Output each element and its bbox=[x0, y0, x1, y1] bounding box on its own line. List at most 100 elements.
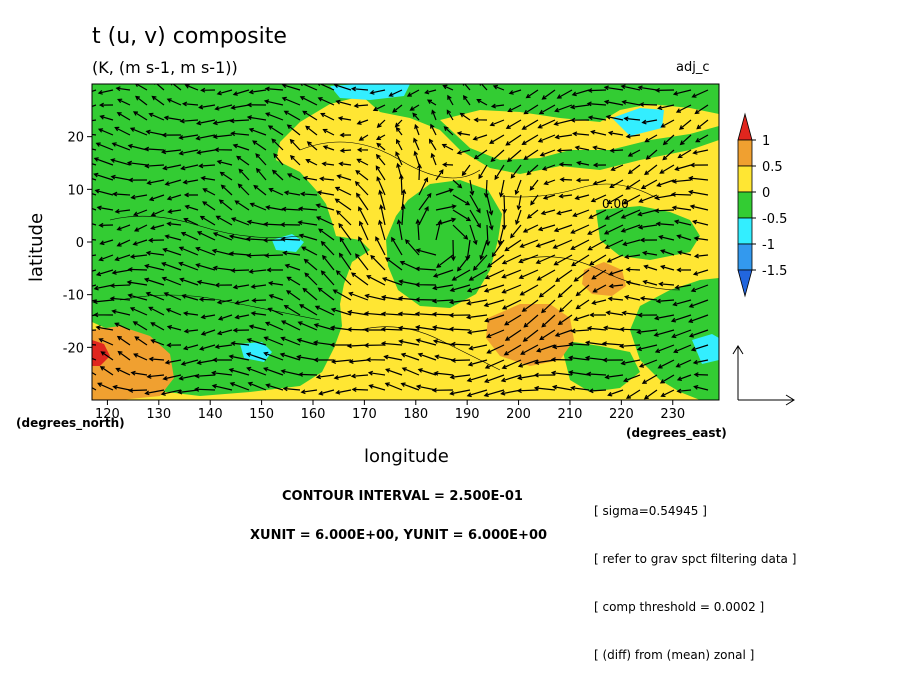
wind-arrow bbox=[263, 336, 284, 346]
wind-arrow bbox=[592, 284, 607, 293]
wind-arrow bbox=[538, 284, 556, 298]
wind-arrow bbox=[265, 112, 284, 121]
wind-arrow bbox=[568, 370, 590, 376]
wind-arrow bbox=[300, 389, 318, 395]
wind-arrow bbox=[619, 326, 641, 332]
wind-arrow bbox=[693, 253, 709, 259]
wind-arrow bbox=[195, 119, 216, 126]
wind-arrow bbox=[637, 224, 658, 230]
wind-arrow bbox=[486, 344, 505, 354]
wind-arrow bbox=[415, 218, 421, 241]
wind-arrow bbox=[522, 224, 539, 233]
wind-arrow bbox=[557, 314, 573, 326]
wind-arrow bbox=[150, 224, 165, 230]
wind-arrow bbox=[356, 158, 369, 166]
wind-arrow bbox=[622, 194, 641, 205]
x-tick-label: 120 bbox=[95, 407, 120, 422]
wind-arrow bbox=[637, 209, 658, 217]
wind-arrow bbox=[335, 389, 352, 395]
wind-arrow bbox=[92, 371, 97, 376]
wind-arrow bbox=[116, 112, 131, 121]
x-tick-label: 140 bbox=[198, 407, 223, 422]
wind-arrow bbox=[298, 233, 318, 241]
wind-arrow bbox=[383, 354, 403, 361]
wind-arrow bbox=[620, 224, 641, 233]
wind-arrow bbox=[486, 194, 494, 216]
wind-arrow bbox=[178, 261, 199, 271]
wind-arrow bbox=[179, 118, 199, 124]
wind-arrow bbox=[692, 269, 709, 276]
wind-arrow bbox=[251, 297, 267, 303]
wind-arrow bbox=[641, 374, 658, 384]
wind-arrow bbox=[449, 284, 471, 292]
wind-arrow bbox=[491, 239, 505, 258]
wind-arrow bbox=[692, 359, 709, 365]
wind-arrow bbox=[413, 137, 420, 151]
wind-arrow bbox=[452, 224, 469, 240]
wind-arrow bbox=[671, 178, 692, 184]
wind-arrow bbox=[639, 296, 658, 301]
chart-subtitle: (K, (m s-1, m s-1)) bbox=[92, 58, 238, 77]
wind-arrow bbox=[216, 89, 233, 96]
wind-arrow bbox=[523, 314, 539, 328]
contour-label: 0.00 bbox=[602, 197, 629, 211]
wind-arrow bbox=[448, 312, 471, 318]
wind-arrow bbox=[264, 86, 284, 92]
wind-arrow bbox=[127, 143, 148, 151]
wind-arrow bbox=[280, 320, 301, 331]
wind-arrow bbox=[606, 254, 624, 263]
wind-arrow bbox=[332, 289, 352, 301]
wind-arrow bbox=[92, 238, 97, 241]
wind-arrow bbox=[230, 131, 250, 137]
wind-arrow bbox=[384, 382, 403, 391]
wind-arrow bbox=[468, 344, 488, 351]
wind-arrow bbox=[575, 177, 590, 183]
wind-arrow bbox=[127, 293, 148, 301]
wind-arrow bbox=[525, 89, 539, 99]
wind-arrow bbox=[607, 296, 624, 302]
wind-arrow bbox=[98, 254, 114, 262]
wind-arrow bbox=[134, 336, 148, 346]
wind-arrow bbox=[605, 310, 624, 316]
wind-arrow bbox=[603, 325, 624, 331]
wind-arrow bbox=[567, 355, 590, 361]
wind-arrow bbox=[540, 209, 556, 216]
wind-arrow bbox=[501, 284, 522, 294]
wind-arrow bbox=[92, 284, 97, 287]
wind-arrow bbox=[443, 126, 454, 136]
wind-arrow bbox=[447, 94, 454, 106]
wind-arrow bbox=[609, 179, 624, 189]
wind-arrow bbox=[448, 326, 471, 332]
wind-arrow bbox=[607, 130, 624, 136]
wind-arrow bbox=[96, 205, 114, 211]
wind-arrow bbox=[695, 134, 709, 143]
wind-arrow bbox=[433, 370, 454, 376]
wind-arrow bbox=[641, 250, 658, 256]
x-axis-label: longitude bbox=[364, 446, 449, 467]
cyan-northeast-patch bbox=[612, 108, 664, 136]
wind-arrow bbox=[161, 262, 182, 271]
wind-arrow bbox=[432, 269, 454, 278]
wind-arrow bbox=[509, 224, 522, 239]
wind-arrow bbox=[230, 341, 250, 346]
wind-arrow bbox=[641, 119, 658, 125]
wind-arrow bbox=[286, 276, 301, 286]
wind-arrow bbox=[673, 219, 692, 226]
wind-arrow bbox=[396, 219, 403, 241]
cyan-south-patch bbox=[240, 342, 272, 362]
wind-arrow bbox=[219, 171, 233, 181]
wind-arrow bbox=[587, 88, 607, 93]
wind-arrow bbox=[199, 215, 216, 226]
wind-arrow bbox=[146, 374, 165, 379]
wind-arrow bbox=[196, 359, 216, 365]
wind-arrow bbox=[435, 204, 457, 211]
wind-arrow bbox=[378, 189, 386, 211]
wind-arrow bbox=[184, 204, 199, 211]
wind-arrow bbox=[591, 269, 607, 280]
wind-arrow bbox=[273, 153, 284, 166]
wind-arrow bbox=[211, 248, 233, 256]
wind-arrow bbox=[625, 133, 641, 139]
wind-arrow bbox=[539, 149, 556, 157]
colorbar-label: 0 bbox=[762, 186, 770, 201]
wind-arrow bbox=[672, 299, 692, 307]
